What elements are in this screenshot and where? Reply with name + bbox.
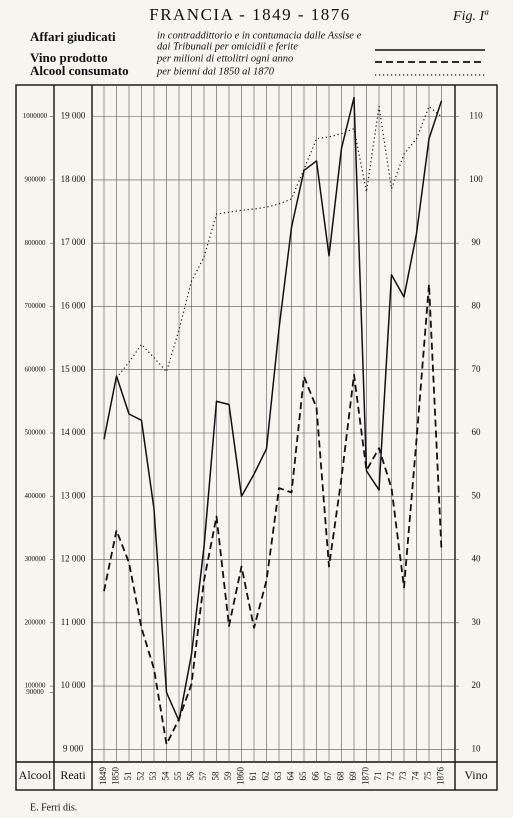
series-line — [103, 283, 443, 746]
x-tick-label: 51 — [123, 772, 133, 781]
x-tick-label: 54 — [161, 771, 171, 781]
y-tick-label: 17 000 — [61, 237, 86, 247]
x-tick-label: 73 — [398, 771, 408, 781]
legend-label: Vino prodotto — [30, 50, 108, 65]
y3-tick-label: 900000 — [25, 176, 47, 184]
axis-title: Alcool — [19, 768, 52, 782]
x-tick-label: 66 — [311, 771, 321, 781]
y3-tick-label: 1000000 — [23, 112, 48, 120]
x-tick-label: 74 — [411, 771, 421, 781]
y-tick-label: 13 000 — [61, 490, 86, 500]
y-tick-label: 19 000 — [61, 111, 86, 121]
y2-tick-label: 20 — [472, 680, 482, 690]
y3-tick-label: 90000 — [26, 688, 44, 696]
y-tick-label: 18 000 — [61, 174, 86, 184]
axis-title: Vino — [464, 768, 487, 782]
x-tick-label: 52 — [136, 772, 146, 781]
y-tick-label: 15 000 — [61, 364, 86, 374]
y-tick-label: 14 000 — [61, 427, 86, 437]
x-tick-label: 1876 — [436, 767, 446, 786]
y2-tick-label: 40 — [472, 554, 482, 564]
y2-tick-label: 80 — [472, 301, 482, 311]
x-tick-label: 72 — [386, 772, 396, 781]
y2-tick-label: 30 — [472, 617, 482, 627]
figure-label: Fig. Iª — [452, 9, 489, 24]
x-tick-label: 64 — [286, 771, 296, 781]
x-tick-label: 67 — [323, 771, 333, 781]
x-tick-label: 75 — [423, 771, 433, 781]
y-tick-label: 16 000 — [61, 301, 86, 311]
legend-note: per bienni dal 1850 al 1870 — [156, 66, 275, 77]
x-tick-label: 71 — [373, 772, 383, 781]
x-tick-label: 61 — [248, 772, 258, 781]
y-tick-label: 9 000 — [63, 743, 84, 753]
legend-note: dai Tribunali per omicidii e ferite — [157, 41, 298, 52]
y-tick-label: 10 000 — [61, 680, 86, 690]
x-tick-label: 62 — [261, 772, 271, 781]
y-tick-label: 12 000 — [61, 554, 86, 564]
y2-tick-label: 10 — [472, 743, 482, 753]
y3-tick-label: 800000 — [25, 239, 47, 247]
x-tick-label: 1850 — [111, 767, 121, 786]
y3-tick-label: 100000 — [25, 682, 47, 690]
x-tick-label: 57 — [198, 771, 208, 781]
credit: E. Ferri dis. — [30, 802, 77, 813]
y-tick-label: 11 000 — [61, 617, 86, 627]
legend-label: Affari giudicati — [30, 29, 116, 44]
x-tick-label: 1849 — [98, 767, 108, 786]
legend-label: Alcool consumato — [30, 63, 129, 78]
x-tick-label: 53 — [148, 771, 158, 781]
x-tick-label: 56 — [186, 771, 196, 781]
x-tick-label: 1860 — [236, 767, 246, 786]
y2-tick-label: 70 — [472, 364, 482, 374]
x-tick-label: 68 — [336, 771, 346, 781]
series-line — [103, 96, 443, 722]
frame — [15, 84, 498, 791]
x-tick-label: 65 — [298, 771, 308, 781]
y2-tick-label: 60 — [472, 427, 482, 437]
y3-tick-label: 400000 — [25, 492, 47, 500]
y3-tick-label: 700000 — [25, 302, 47, 310]
y3-tick-label: 300000 — [25, 555, 47, 563]
y2-tick-label: 90 — [472, 237, 482, 247]
y2-tick-label: 50 — [472, 490, 482, 500]
y3-tick-label: 200000 — [25, 618, 47, 626]
y3-tick-label: 600000 — [25, 365, 47, 373]
legend-note: per milioni di ettolitri ogni anno — [156, 53, 293, 64]
x-tick-label: 55 — [173, 771, 183, 781]
chart-title: FRANCIA - 1849 - 1876 — [149, 5, 351, 24]
axis-title: Reati — [60, 768, 86, 782]
x-tick-label: 59 — [223, 771, 233, 781]
legend-note: in contraddittorio e in contumacia dalle… — [157, 30, 362, 41]
y2-tick-label: 100 — [469, 174, 483, 184]
x-tick-label: 1870 — [361, 767, 371, 786]
y2-tick-label: 110 — [469, 111, 483, 121]
y3-tick-label: 500000 — [25, 429, 47, 437]
x-tick-label: 58 — [211, 771, 221, 781]
x-tick-label: 63 — [273, 771, 283, 781]
x-tick-label: 69 — [348, 771, 358, 781]
